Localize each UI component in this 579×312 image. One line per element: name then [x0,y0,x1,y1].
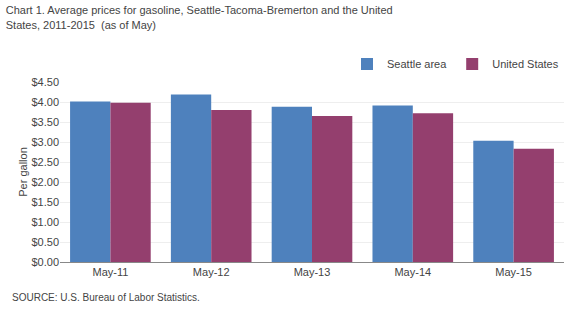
svg-text:United States: United States [492,58,559,70]
svg-text:May-12: May-12 [193,266,230,278]
svg-text:$3.00: $3.00 [31,136,59,148]
svg-text:$2.50: $2.50 [31,156,59,168]
svg-text:May-13: May-13 [294,266,331,278]
svg-text:$0.50: $0.50 [31,236,59,248]
svg-text:$3.50: $3.50 [31,116,59,128]
svg-text:SOURCE: U.S. Bureau of Labor S: SOURCE: U.S. Bureau of Labor Statistics. [12,292,200,303]
svg-text:$4.50: $4.50 [31,76,59,88]
svg-text:Seattle area: Seattle area [387,58,447,70]
svg-text:Per gallon: Per gallon [17,147,29,197]
svg-text:May-15: May-15 [495,266,532,278]
svg-text:$4.00: $4.00 [31,96,59,108]
svg-text:$1.50: $1.50 [31,196,59,208]
svg-text:May-11: May-11 [92,266,128,278]
svg-text:$1.00: $1.00 [31,216,59,228]
svg-text:May-14: May-14 [394,266,431,278]
svg-text:$2.00: $2.00 [31,176,59,188]
svg-text:Chart 1. Average prices for ga: Chart 1. Average prices for gasoline, Se… [6,4,393,30]
svg-text:$0.00: $0.00 [31,256,59,268]
